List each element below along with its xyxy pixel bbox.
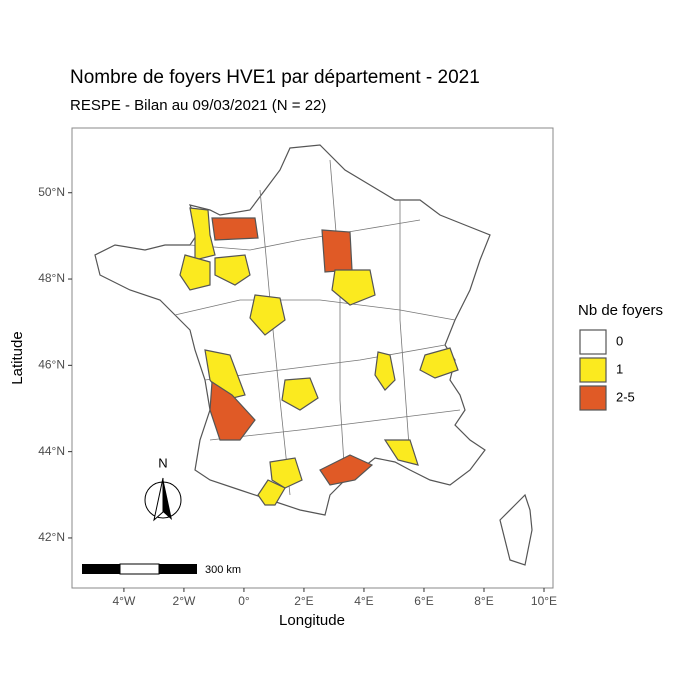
department [383,439,419,466]
scale-segment [119,563,160,575]
legend-key [579,385,607,411]
department [249,294,286,336]
department [214,254,251,286]
legend-label: 1 [616,361,623,376]
scale-segment [159,564,197,574]
legend-key [579,329,607,355]
y-axis-label: Latitude [9,331,26,384]
department [269,457,303,489]
north-arrow: N [144,455,182,522]
x-tick-label: 2°E [294,594,313,608]
x-tick-label: 4°E [354,594,373,608]
y-tick-label: 44°N [38,444,65,458]
scale-bar: 300 km [82,563,241,576]
x-tick-label: 0° [238,594,250,608]
department [257,479,286,506]
department [281,377,319,411]
x-tick-label: 4°W [113,594,136,608]
north-needle [153,477,164,522]
x-axis-label: Longitude [279,612,345,629]
department [319,454,374,486]
scale-segment [82,564,120,574]
north-needle [163,478,172,520]
x-tick-label: 2°W [173,594,196,608]
map-subtitle: RESPE - Bilan au 09/03/2021 (N = 22) [70,97,326,114]
legend-label: 2-5 [616,389,635,404]
department [331,269,376,306]
legend-key [579,357,607,383]
department [211,217,259,241]
legend-title: Nb de foyers [578,302,663,319]
land [94,144,533,566]
department [179,254,211,291]
y-tick-label: 48°N [38,271,65,285]
x-tick-label: 8°E [474,594,493,608]
y-tick-label: 50°N [38,185,65,199]
map-title: Nombre de foyers HVE1 par département - … [70,67,480,88]
north-label: N [158,455,167,470]
scale-label: 300 km [205,564,241,576]
department [419,347,459,379]
y-tick-label: 46°N [38,358,65,372]
y-tick-label: 42°N [38,530,65,544]
x-tick-label: 6°E [414,594,433,608]
legend-label: 0 [616,333,623,348]
x-tick-label: 10°E [531,594,557,608]
department [189,207,216,261]
corsica [499,493,533,566]
department [209,380,256,441]
department [374,351,396,391]
france-outline [94,144,491,516]
department [321,229,353,273]
department-borders [174,159,461,496]
